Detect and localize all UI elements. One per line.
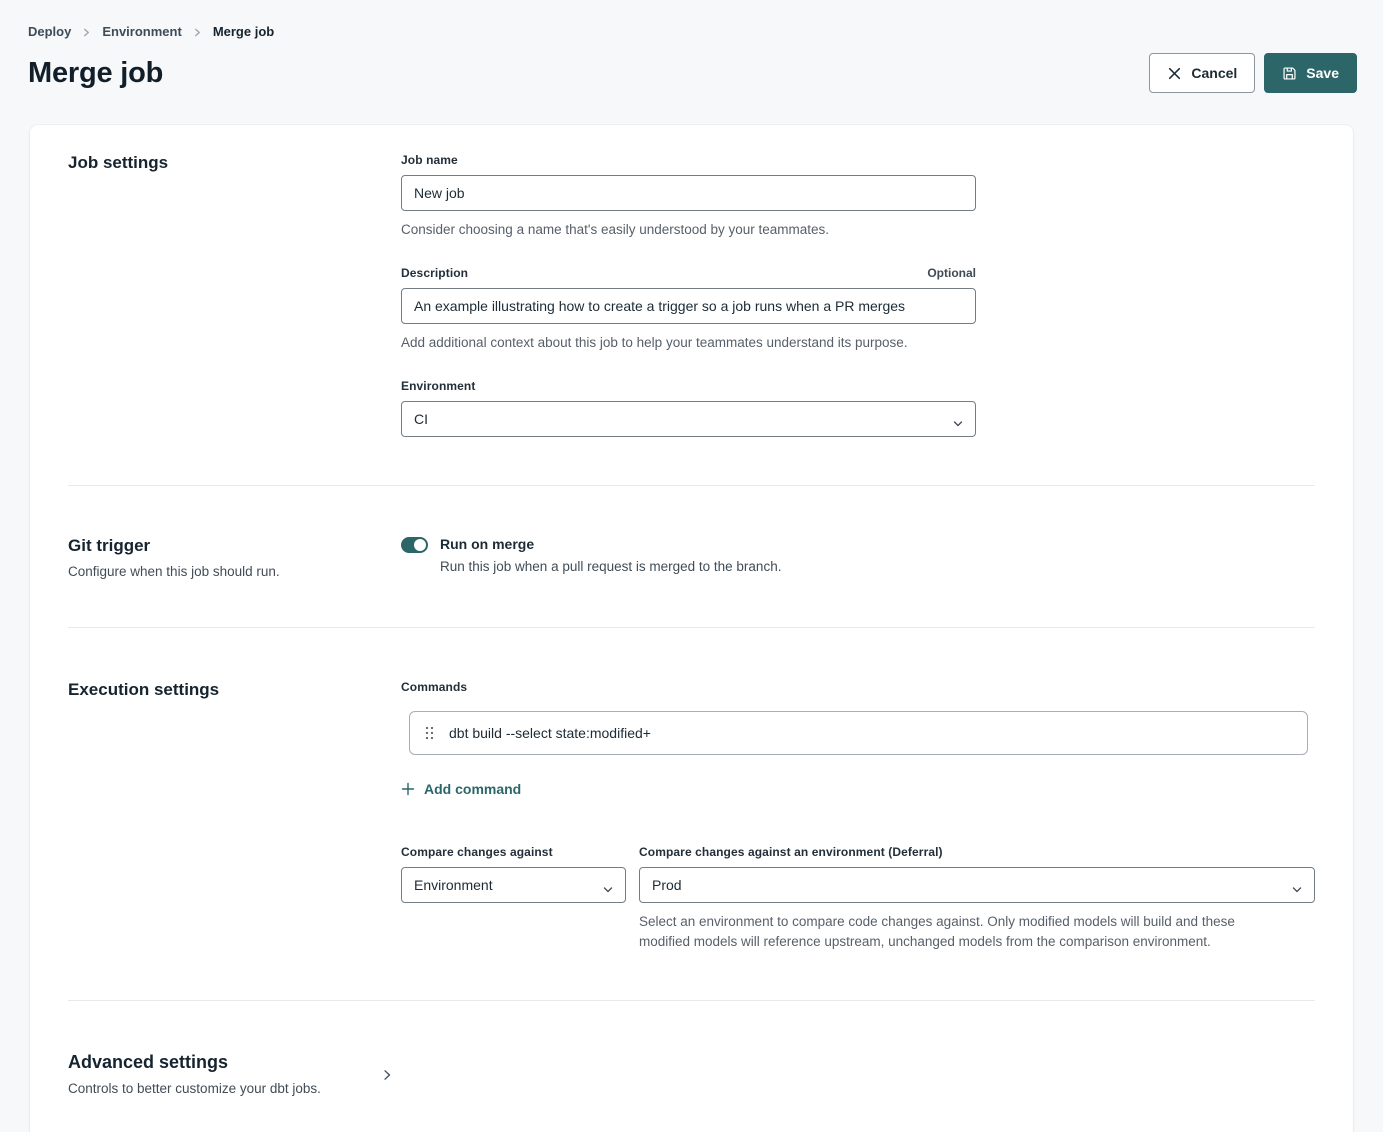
section-job-settings-left: Job settings bbox=[68, 153, 401, 437]
deferral-field: Compare changes against an environment (… bbox=[639, 845, 1315, 952]
plus-icon bbox=[401, 782, 415, 796]
deferral-select-value: Prod bbox=[652, 877, 682, 893]
deferral-select[interactable]: Prod bbox=[639, 867, 1315, 903]
environment-label: Environment bbox=[401, 379, 476, 393]
execution-settings-heading: Execution settings bbox=[68, 680, 220, 699]
save-button[interactable]: Save bbox=[1264, 53, 1357, 93]
breadcrumb-environment[interactable]: Environment bbox=[102, 24, 182, 39]
section-git-trigger: Git trigger Configure when this job shou… bbox=[68, 486, 1315, 627]
commands-label: Commands bbox=[401, 680, 468, 694]
compare-changes-select[interactable]: Environment bbox=[401, 867, 626, 903]
section-job-settings: Job settings Job name Consider choosing … bbox=[68, 125, 1315, 485]
job-name-field: Job name Consider choosing a name that's… bbox=[401, 153, 976, 240]
git-trigger-heading: Git trigger bbox=[68, 536, 151, 555]
chevron-right-icon bbox=[193, 28, 202, 37]
git-trigger-subheading: Configure when this job should run. bbox=[68, 564, 280, 579]
section-divider bbox=[68, 1000, 1315, 1001]
job-settings-card: Job settings Job name Consider choosing … bbox=[30, 125, 1353, 1132]
section-divider bbox=[68, 485, 1315, 486]
chevron-right-icon[interactable] bbox=[381, 1069, 393, 1081]
environment-select[interactable]: CI bbox=[401, 401, 976, 437]
breadcrumb: Deploy Environment Merge job bbox=[0, 0, 1383, 39]
section-execution-settings: Execution settings Commands dbt build --… bbox=[68, 628, 1315, 1000]
deferral-label: Compare changes against an environment (… bbox=[639, 845, 943, 859]
compare-changes-field: Compare changes against Environment bbox=[401, 845, 626, 952]
header-actions: Cancel Save bbox=[1149, 53, 1357, 93]
environment-field: Environment CI bbox=[401, 379, 976, 437]
run-on-merge-text: Run on merge Run this job when a pull re… bbox=[440, 536, 781, 574]
cancel-button-label: Cancel bbox=[1191, 65, 1238, 81]
run-on-merge-toggle[interactable] bbox=[401, 537, 428, 553]
compare-changes-label: Compare changes against bbox=[401, 845, 553, 859]
section-execution-settings-right: Commands dbt build --select state:modifi… bbox=[401, 680, 1315, 952]
cancel-button[interactable]: Cancel bbox=[1149, 53, 1256, 93]
job-name-input[interactable] bbox=[401, 175, 976, 211]
section-divider bbox=[68, 627, 1315, 628]
drag-handle-icon[interactable] bbox=[425, 726, 434, 740]
advanced-settings-subheading: Controls to better customize your dbt jo… bbox=[68, 1081, 321, 1096]
command-row: dbt build --select state:modified+ bbox=[409, 711, 1308, 755]
description-helper: Add additional context about this job to… bbox=[401, 335, 908, 350]
compare-changes-select-value: Environment bbox=[414, 877, 493, 893]
advanced-settings-text: Advanced settings Controls to better cus… bbox=[68, 1052, 368, 1098]
page-header: Merge job Cancel Save bbox=[0, 39, 1383, 93]
add-command-button[interactable]: Add command bbox=[401, 781, 521, 797]
section-job-settings-right: Job name Consider choosing a name that's… bbox=[401, 153, 1315, 437]
environment-select-value: CI bbox=[414, 411, 428, 427]
chevron-right-icon bbox=[82, 28, 91, 37]
section-execution-settings-left: Execution settings bbox=[68, 680, 401, 952]
save-button-label: Save bbox=[1306, 65, 1339, 81]
save-icon bbox=[1282, 66, 1297, 81]
breadcrumb-merge-job: Merge job bbox=[212, 24, 275, 39]
description-label: Description bbox=[401, 266, 469, 280]
add-command-label: Add command bbox=[424, 781, 522, 797]
section-git-trigger-right: Run on merge Run this job when a pull re… bbox=[401, 536, 1315, 581]
breadcrumb-deploy[interactable]: Deploy bbox=[28, 24, 72, 39]
job-name-label: Job name bbox=[401, 153, 458, 167]
job-settings-heading: Job settings bbox=[68, 153, 169, 172]
section-advanced-settings[interactable]: Advanced settings Controls to better cus… bbox=[68, 1001, 1315, 1132]
command-text[interactable]: dbt build --select state:modified+ bbox=[449, 725, 651, 741]
description-field: Description Optional Add additional cont… bbox=[401, 266, 976, 353]
page-title: Merge job bbox=[28, 56, 164, 89]
job-name-helper: Consider choosing a name that's easily u… bbox=[401, 222, 830, 237]
description-input[interactable] bbox=[401, 288, 976, 324]
chevron-down-icon bbox=[603, 881, 613, 897]
close-icon bbox=[1167, 66, 1182, 81]
chevron-down-icon bbox=[953, 415, 963, 431]
run-on-merge-label: Run on merge bbox=[440, 536, 535, 552]
compare-row: Compare changes against Environment Comp… bbox=[401, 845, 1315, 952]
run-on-merge-description: Run this job when a pull request is merg… bbox=[440, 559, 782, 574]
section-git-trigger-left: Git trigger Configure when this job shou… bbox=[68, 536, 401, 581]
toggle-knob bbox=[414, 539, 426, 551]
deferral-helper: Select an environment to compare code ch… bbox=[639, 914, 1235, 949]
chevron-down-icon bbox=[1292, 881, 1302, 897]
advanced-settings-heading: Advanced settings bbox=[68, 1052, 229, 1072]
description-optional-badge: Optional bbox=[927, 266, 976, 280]
